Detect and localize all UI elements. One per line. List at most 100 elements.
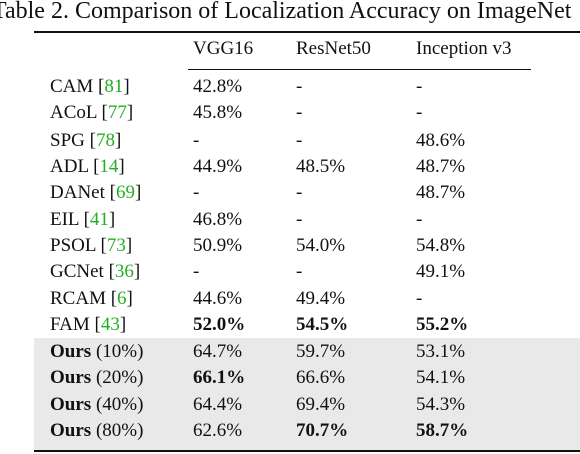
method-name: CAM [50,76,94,97]
vgg16-cell: 62.6% [193,420,243,441]
vgg16-cell: - [193,261,200,282]
table-row: Ours (40%) 64.4% 69.4% 54.3% [0,392,580,418]
table-row: ADL [14] 44.9% 48.5% 48.7% [0,154,580,180]
method-name: PSOL [50,235,96,256]
table-row: GCNet [36] - - 49.1% [0,259,580,285]
method-cell: DANet [69] [50,182,142,203]
citation-link[interactable]: 41 [89,209,109,230]
resnet50-cell: - [296,102,303,123]
top-rule [34,31,580,33]
bottom-rule [34,450,580,452]
table-row: Ours (80%) 62.6% 70.7% 58.7% [0,418,580,444]
vgg16-cell: 50.9% [193,235,243,256]
table-row: CAM [81] 42.8% - - [0,74,580,100]
inception-v3-cell: 58.7% [416,420,469,441]
table-row: ACoL [77] 45.8% - - [0,100,580,126]
table-row: FAM [43] 52.0% 54.5% 55.2% [0,312,580,338]
citation-link[interactable]: 36 [114,261,134,282]
method-name: GCNet [50,261,104,282]
citation-link[interactable]: 14 [99,156,119,177]
resnet50-cell: - [296,209,303,230]
vgg16-cell: 66.1% [193,367,246,388]
ours-highlight-band [34,338,580,450]
resnet50-cell: 59.7% [296,341,346,362]
inception-v3-cell: - [416,288,423,309]
method-name: Ours [50,420,92,441]
method-name: Ours [50,394,92,415]
resnet50-cell: 70.7% [296,420,349,441]
resnet50-cell: - [296,130,303,151]
inception-v3-cell: 48.7% [416,156,466,177]
inception-v3-cell: - [416,76,423,97]
inception-v3-cell: 53.1% [416,341,466,362]
table-row: Ours (10%) 64.7% 59.7% 53.1% [0,339,580,365]
column-header-vgg16: VGG16 [193,38,254,59]
resnet50-cell: 49.4% [296,288,346,309]
resnet50-cell: - [296,182,303,203]
method-name: Ours [50,367,92,388]
column-header-resnet50: ResNet50 [296,38,371,59]
method-cell: CAM [81] [50,76,130,97]
vgg16-cell: 45.8% [193,102,243,123]
table-row: EIL [41] 46.8% - - [0,207,580,233]
method-cell: ACoL [77] [50,102,134,123]
table-row: RCAM [6] 44.6% 49.4% - [0,286,580,312]
inception-v3-cell: 49.1% [416,261,466,282]
table-row: PSOL [73] 50.9% 54.0% 54.8% [0,233,580,259]
method-name: ACoL [50,102,97,123]
method-cell: ADL [14] [50,156,125,177]
citation-link[interactable]: 78 [95,130,115,151]
method-cell: Ours (80%) [50,418,143,444]
resnet50-cell: 54.5% [296,314,349,335]
resnet50-cell: 66.6% [296,367,346,388]
table-row: Ours (20%) 66.1% 66.6% 54.1% [0,365,580,391]
method-name: FAM [50,314,90,335]
vgg16-cell: 64.7% [193,341,243,362]
inception-v3-cell: - [416,102,423,123]
table-row: DANet [69] - - 48.7% [0,180,580,206]
resnet50-cell: - [296,76,303,97]
vgg16-cell: 42.8% [193,76,243,97]
method-name: Ours [50,341,92,362]
table-caption: Table 2. Comparison of Localization Accu… [0,0,572,24]
method-cell: GCNet [36] [50,261,141,282]
method-suffix: (20%) [91,367,144,388]
method-name: EIL [50,209,79,230]
method-name: ADL [50,156,89,177]
inception-v3-cell: 48.7% [416,182,466,203]
resnet50-cell: - [296,261,303,282]
method-cell: FAM [43] [50,314,127,335]
method-cell: SPG [78] [50,130,122,151]
vgg16-cell: - [193,130,200,151]
vgg16-cell: 46.8% [193,209,243,230]
resnet50-cell: 54.0% [296,235,346,256]
inception-v3-cell: 54.1% [416,367,466,388]
resnet50-cell: 48.5% [296,156,346,177]
vgg16-cell: 44.9% [193,156,243,177]
vgg16-cell: 52.0% [193,314,246,335]
vgg16-cell: - [193,182,200,203]
method-cell: RCAM [6] [50,288,133,309]
method-name: DANet [50,182,105,203]
method-suffix: (10%) [91,341,144,362]
citation-link[interactable]: 73 [106,235,126,256]
method-suffix: (40%) [91,394,144,415]
citation-link[interactable]: 6 [117,288,127,309]
citation-link[interactable]: 69 [115,182,135,203]
inception-v3-cell: - [416,209,423,230]
header-rule [188,69,531,70]
inception-v3-cell: 55.2% [416,314,469,335]
citation-link[interactable]: 43 [100,314,120,335]
method-name: SPG [50,130,85,151]
inception-v3-cell: 48.6% [416,130,466,151]
method-cell: Ours (40%) [50,392,143,418]
inception-v3-cell: 54.8% [416,235,466,256]
method-cell: PSOL [73] [50,235,133,256]
inception-v3-cell: 54.3% [416,394,466,415]
method-name: RCAM [50,288,106,309]
resnet50-cell: 69.4% [296,394,346,415]
citation-link[interactable]: 81 [104,76,124,97]
citation-link[interactable]: 77 [107,102,127,123]
method-cell: Ours (20%) [50,365,143,391]
method-cell: Ours (10%) [50,339,143,365]
